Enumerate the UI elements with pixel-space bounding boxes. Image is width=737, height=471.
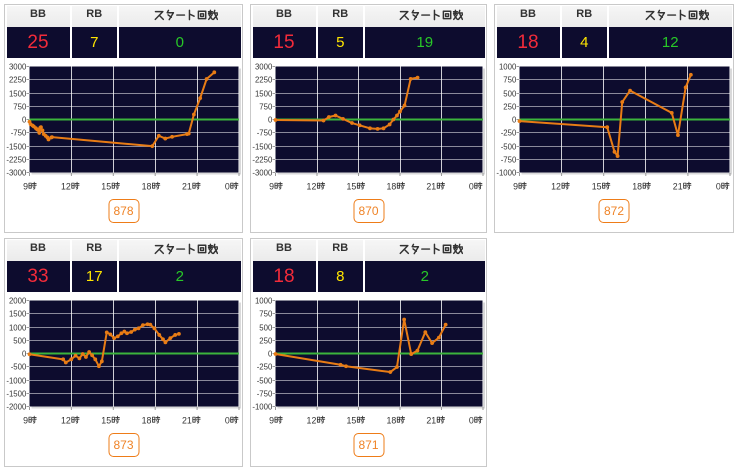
svg-text:-750: -750 [257, 389, 273, 398]
svg-text:-250: -250 [501, 128, 517, 137]
svg-text:-1500: -1500 [6, 142, 27, 151]
svg-text:-750: -750 [501, 155, 517, 164]
svg-text:0: 0 [716, 181, 721, 191]
svg-text:15: 15 [347, 181, 357, 191]
svg-text:500: 500 [503, 89, 517, 98]
svg-text:18: 18 [386, 181, 396, 191]
svg-text:1500: 1500 [9, 309, 27, 318]
svg-text:9: 9 [23, 181, 28, 191]
svg-text:-250: -250 [257, 362, 273, 371]
svg-text:0: 0 [469, 415, 474, 425]
svg-text:750: 750 [259, 102, 273, 111]
svg-text:250: 250 [259, 336, 273, 345]
svg-text:12: 12 [551, 181, 561, 191]
svg-text:-1500: -1500 [252, 142, 273, 151]
svg-text:2250: 2250 [255, 75, 273, 84]
svg-text:0: 0 [225, 415, 230, 425]
svg-text:-2250: -2250 [6, 155, 27, 164]
svg-text:9: 9 [23, 415, 28, 425]
svg-text:3000: 3000 [255, 62, 273, 71]
svg-text:21: 21 [673, 181, 683, 191]
svg-text:-1000: -1000 [6, 376, 27, 385]
svg-text:18: 18 [142, 415, 152, 425]
svg-text:1500: 1500 [9, 89, 27, 98]
svg-text:21: 21 [182, 181, 192, 191]
svg-text:1000: 1000 [255, 296, 273, 305]
svg-text:-750: -750 [257, 128, 273, 137]
svg-text:1500: 1500 [255, 89, 273, 98]
svg-text:12: 12 [307, 415, 317, 425]
svg-text:0: 0 [268, 349, 273, 358]
svg-text:0: 0 [22, 349, 27, 358]
svg-text:0: 0 [512, 115, 517, 124]
svg-text:21: 21 [182, 415, 192, 425]
svg-text:2000: 2000 [9, 296, 27, 305]
svg-text:12: 12 [61, 415, 71, 425]
svg-text:-1500: -1500 [6, 389, 27, 398]
svg-text:9: 9 [269, 415, 274, 425]
svg-text:3000: 3000 [9, 62, 27, 71]
svg-text:9: 9 [269, 181, 274, 191]
svg-text:15: 15 [101, 415, 111, 425]
svg-text:9: 9 [513, 181, 518, 191]
svg-text:500: 500 [13, 336, 27, 345]
svg-text:750: 750 [503, 75, 517, 84]
svg-text:0: 0 [469, 181, 474, 191]
svg-text:-1000: -1000 [496, 168, 517, 177]
svg-text:18: 18 [632, 181, 642, 191]
svg-text:-1000: -1000 [252, 402, 273, 411]
svg-text:0: 0 [22, 115, 27, 124]
svg-text:0: 0 [225, 181, 230, 191]
svg-text:15: 15 [347, 415, 357, 425]
svg-text:-3000: -3000 [6, 168, 27, 177]
svg-text:-750: -750 [11, 128, 27, 137]
svg-text:0: 0 [268, 115, 273, 124]
svg-text:-500: -500 [501, 142, 517, 151]
svg-text:750: 750 [13, 102, 27, 111]
svg-text:-500: -500 [11, 362, 27, 371]
svg-text:21: 21 [426, 415, 436, 425]
svg-text:18: 18 [142, 181, 152, 191]
svg-text:1000: 1000 [9, 323, 27, 332]
svg-text:12: 12 [307, 181, 317, 191]
svg-text:-3000: -3000 [252, 168, 273, 177]
svg-text:-2000: -2000 [6, 402, 27, 411]
svg-text:18: 18 [386, 415, 396, 425]
svg-text:2250: 2250 [9, 75, 27, 84]
svg-text:1000: 1000 [499, 62, 517, 71]
svg-text:-2250: -2250 [252, 155, 273, 164]
svg-text:250: 250 [503, 102, 517, 111]
svg-text:500: 500 [259, 323, 273, 332]
svg-text:15: 15 [101, 181, 111, 191]
svg-text:750: 750 [259, 309, 273, 318]
svg-text:12: 12 [61, 181, 71, 191]
svg-text:21: 21 [426, 181, 436, 191]
svg-text:15: 15 [592, 181, 602, 191]
svg-text:-500: -500 [257, 376, 273, 385]
